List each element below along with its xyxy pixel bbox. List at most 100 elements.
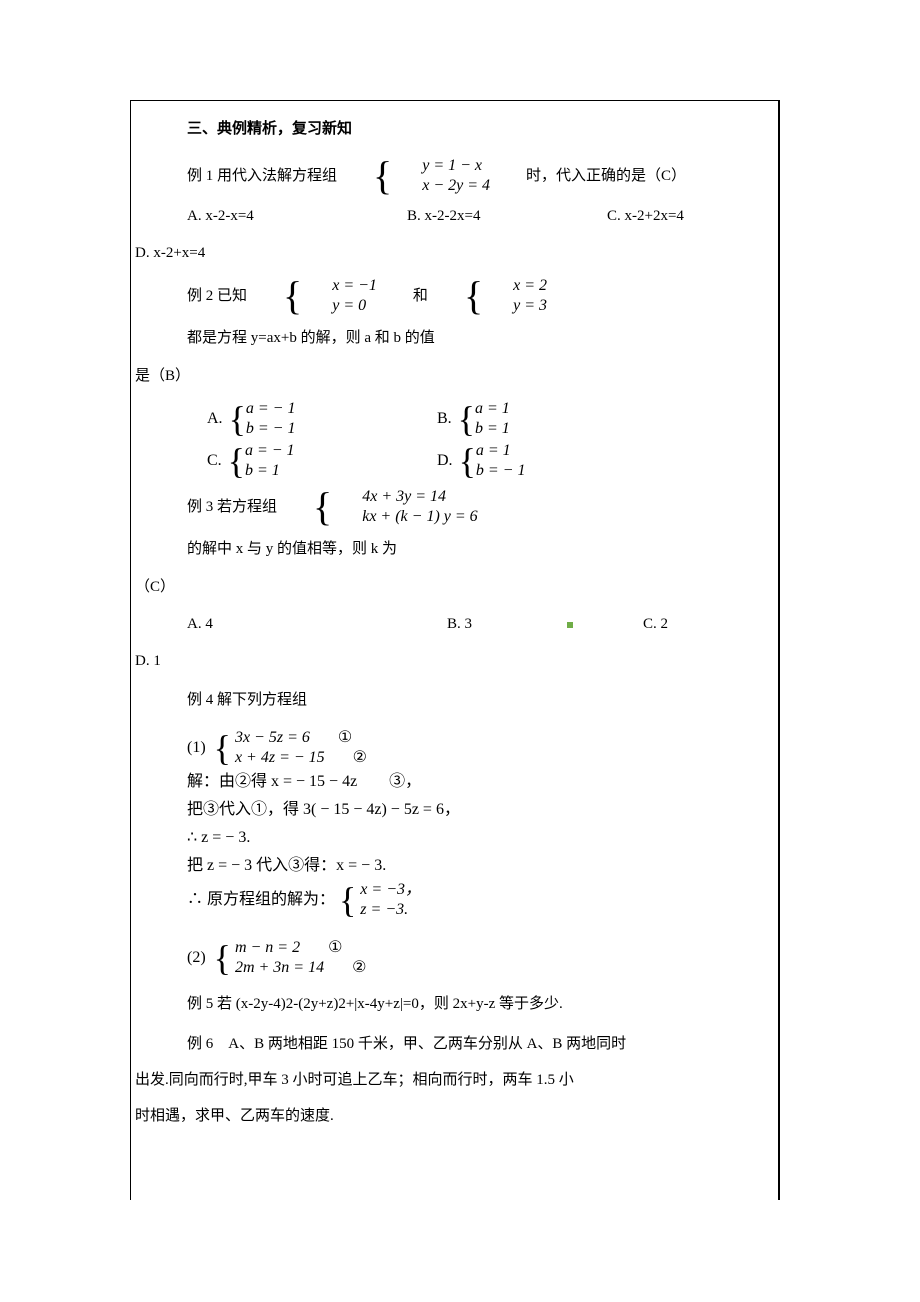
ex2-mid: 和 — [383, 278, 428, 314]
ex1-system-lines: y = 1 − x x − 2y = 4 — [392, 156, 490, 196]
opt-label: A. — [207, 410, 223, 428]
ex2-opt-b: B. { a = 1 b = 1 — [437, 399, 510, 439]
left-brace-icon: { — [283, 487, 332, 527]
ex2-lead: 例 2 已知 — [157, 278, 247, 314]
ex2-opt-c: C. { a = − 1 b = 1 — [207, 441, 437, 481]
ex3-opt-b: B. 3 — [447, 608, 567, 641]
ex4-p1-lines: 3x − 5z = 6 ① x + 4z = − 15 ② — [235, 728, 367, 768]
ex3-options: A. 4 B. 3 C. 2 — [157, 608, 689, 641]
opt-d-l1: a = 1 — [476, 441, 526, 461]
ex4-sol-l1: x = −3， — [360, 880, 421, 900]
ex2-sys1-l1: x = −1 — [302, 276, 377, 296]
ex4-step-2: 把③代入①，得 3( − 15 − 4z) − 5z = 6， — [187, 796, 689, 824]
ex3-answer-line: （C） — [135, 571, 689, 604]
ex2-tail: 都是方程 y=ax+b 的解，则 a 和 b 的值 — [157, 320, 435, 356]
inner-content: 三、典例精析，复习新知 例 1 用代入法解方程组 { y = 1 − x x −… — [131, 113, 711, 1134]
ex3-opt-d: D. 1 — [135, 645, 689, 678]
section-heading: 三、典例精析，复习新知 — [157, 113, 689, 146]
ex4-sol-lines: x = −3， z = −3. — [360, 880, 421, 920]
example-6-line1: 例 6 A、B 两地相距 150 千米，甲、乙两车分别从 A、B 两地同时 — [157, 1026, 689, 1062]
ex3-tail: 的解中 x 与 y 的值相等，则 k 为 — [157, 531, 397, 567]
opt-c-l2: b = 1 — [245, 461, 295, 481]
ex4-part2: (2) { m − n = 2① 2m + 3n = 14② — [187, 938, 689, 978]
example-6-line2: 出发.同向而行时,甲车 3 小时可追上乙车；相向而行时，两车 1.5 小 — [135, 1062, 689, 1098]
example-6-line3: 时相遇，求甲、乙两车的速度. — [135, 1098, 689, 1134]
circled-1: ① — [338, 729, 352, 746]
green-tick-icon — [567, 622, 573, 628]
left-brace-icon: { — [214, 940, 231, 976]
left-brace-icon: { — [339, 882, 356, 918]
circled-2: ② — [352, 959, 366, 976]
ex3-sys-lines: 4x + 3y = 14 kx + (k − 1) y = 6 — [332, 487, 477, 527]
ex4-sol-l2: z = −3. — [360, 900, 421, 920]
ex1-opt-b: B. x-2-2x=4 — [407, 200, 607, 233]
opt-c-lines: a = − 1 b = 1 — [245, 441, 295, 481]
opt-b-l1: a = 1 — [475, 399, 510, 419]
ex3-sys-l1: 4x + 3y = 14 — [332, 487, 477, 507]
opt-d-lines: a = 1 b = − 1 — [476, 441, 526, 481]
left-brace-icon: { — [343, 156, 392, 196]
ex2-opt-d: D. { a = 1 b = − 1 — [437, 441, 525, 481]
ex3-sys-l2: kx + (k − 1) y = 6 — [332, 507, 477, 527]
left-brace-icon: { — [458, 401, 475, 437]
left-brace-icon: { — [459, 443, 476, 479]
ex2-tail2: 是（B） — [135, 360, 689, 393]
page: 三、典例精析，复习新知 例 1 用代入法解方程组 { y = 1 − x x −… — [0, 0, 920, 1302]
ex2-sys2-l1: x = 2 — [483, 276, 547, 296]
circled-1: ① — [328, 939, 342, 956]
left-brace-icon: { — [253, 276, 302, 316]
ex1-sys-line2: x − 2y = 4 — [392, 176, 490, 196]
ex4-p2-lines: m − n = 2 ① 2m + 3n = 14 ② — [235, 938, 367, 978]
ex3-opt-a: A. 4 — [157, 608, 447, 641]
ex2-sys1-l2: y = 0 — [302, 296, 377, 316]
example-3: 例 3 若方程组 { 4x + 3y = 14 kx + (k − 1) y =… — [157, 487, 689, 567]
ex1-lead: 例 1 用代入法解方程组 — [157, 158, 337, 194]
opt-b-lines: a = 1 b = 1 — [475, 399, 510, 439]
ex4-step-5: ∴ 原方程组的解为： { x = −3， z = −3. — [187, 880, 689, 920]
left-brace-icon: { — [229, 401, 246, 437]
left-brace-icon: { — [214, 730, 231, 766]
ex4-p1-sys: (1) { 3x − 5z = 6 ① x + 4z = − 15 ② — [187, 728, 689, 768]
ex4-p1-label: (1) — [187, 734, 206, 762]
opt-a-l1: a = − 1 — [246, 399, 296, 419]
ex4-p2-l2: 2m + 3n = 14 — [235, 959, 324, 976]
ex4-p1-l2: x + 4z = − 15 — [235, 749, 325, 766]
ex2-opt-a: A. { a = − 1 b = − 1 — [207, 399, 437, 439]
ex4-step-3: ∴ z = − 3. — [187, 824, 689, 852]
opt-a-lines: a = − 1 b = − 1 — [246, 399, 296, 439]
ex1-sys-line1: y = 1 − x — [392, 156, 490, 176]
ex2-sys2-lines: x = 2 y = 3 — [483, 276, 547, 316]
content-box: 三、典例精析，复习新知 例 1 用代入法解方程组 { y = 1 − x x −… — [130, 100, 780, 1200]
ex3-opt-c: C. 2 — [643, 608, 783, 641]
example-4-title: 例 4 解下列方程组 — [157, 682, 689, 718]
opt-a-l2: b = − 1 — [246, 419, 296, 439]
ex1-opt-a: A. x-2-x=4 — [157, 200, 407, 233]
ex1-opt-d: D. x-2+x=4 — [135, 237, 689, 270]
ex1-opt-c: C. x-2+2x=4 — [607, 200, 747, 233]
ex4-step-4: 把 z = − 3 代入③得：x = − 3. — [187, 852, 689, 880]
ex4-p2-l1: m − n = 2 — [235, 939, 300, 956]
example-2: 例 2 已知 { x = −1 y = 0 和 { x = 2 y = 3 — [157, 276, 689, 356]
example-1: 例 1 用代入法解方程组 { y = 1 − x x − 2y = 4 时，代入… — [157, 156, 689, 196]
ex1-system: { y = 1 − x x − 2y = 4 — [343, 156, 490, 196]
ex3-lead: 例 3 若方程组 — [157, 489, 277, 525]
circled-2: ② — [353, 749, 367, 766]
ex2-sys2-l2: y = 3 — [483, 296, 547, 316]
ex3-system: { 4x + 3y = 14 kx + (k − 1) y = 6 — [283, 487, 478, 527]
opt-d-l2: b = − 1 — [476, 461, 526, 481]
opt-label: D. — [437, 452, 453, 470]
opt-label: C. — [207, 452, 222, 470]
ex2-sys1-lines: x = −1 y = 0 — [302, 276, 377, 316]
ex4-step5-text: ∴ 原方程组的解为： — [187, 886, 335, 914]
opt-c-l1: a = − 1 — [245, 441, 295, 461]
ex4-part1: (1) { 3x − 5z = 6 ① x + 4z = − 15 ② 解：由②得 … — [187, 728, 689, 920]
ex2-sys1: { x = −1 y = 0 — [253, 276, 377, 316]
ex2-options-row1: A. { a = − 1 b = − 1 B. { a = 1 b = 1 — [207, 399, 689, 439]
ex4-p1-l1: 3x − 5z = 6 — [235, 729, 310, 746]
ex4-step-1: 解：由②得 x = − 15 − 4z ③， — [187, 768, 689, 796]
ex2-sys2: { x = 2 y = 3 — [434, 276, 547, 316]
ex4-p2-sys: (2) { m − n = 2① 2m + 3n = 14② — [187, 938, 689, 978]
ex1-tail: 时，代入正确的是（C） — [496, 158, 686, 194]
ex2-options-row2: C. { a = − 1 b = 1 D. { a = 1 b = − 1 — [207, 441, 689, 481]
opt-b-l2: b = 1 — [475, 419, 510, 439]
